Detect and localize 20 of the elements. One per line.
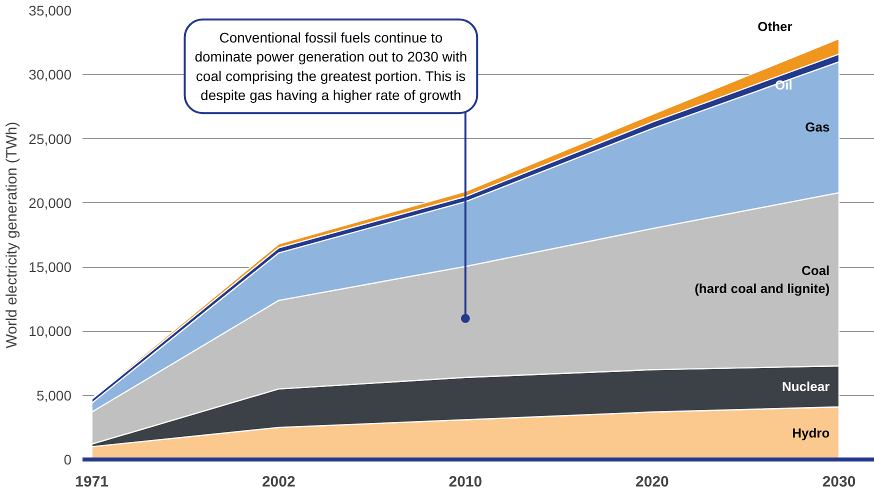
y-tick-label: 25,000 <box>28 130 72 147</box>
annotation: Conventional fossil fuels continue to dominate power generation out to 2030 with coal comprising the greatest portion. This is despite gas having a higher rate of growth <box>194 29 468 104</box>
y-tick-label: 5,000 <box>36 387 72 404</box>
y-tick-label: 15,000 <box>28 259 72 276</box>
x-tick-label: 2030 <box>822 474 856 489</box>
series-label: Gas <box>805 120 830 135</box>
series-label: Nuclear <box>782 378 830 394</box>
x-tick-label: 2002 <box>262 474 296 489</box>
series-label: Coal (hard coal and lignite) <box>694 262 830 296</box>
y-axis-title: World electricity generation (TWh) <box>4 122 21 348</box>
y-tick-label: 0 <box>64 452 72 468</box>
y-tick-label: 35,000 <box>28 2 72 18</box>
y-tick-label: 10,000 <box>28 323 72 340</box>
x-tick-label: 1971 <box>75 474 109 489</box>
series-label: Other <box>758 19 792 34</box>
x-tick-label: 2010 <box>448 474 482 489</box>
y-tick-label: 20,000 <box>28 194 72 211</box>
x-tick-label: 2020 <box>636 474 669 489</box>
series-label: Hydro <box>792 426 830 441</box>
y-tick-label: 30,000 <box>28 66 72 83</box>
